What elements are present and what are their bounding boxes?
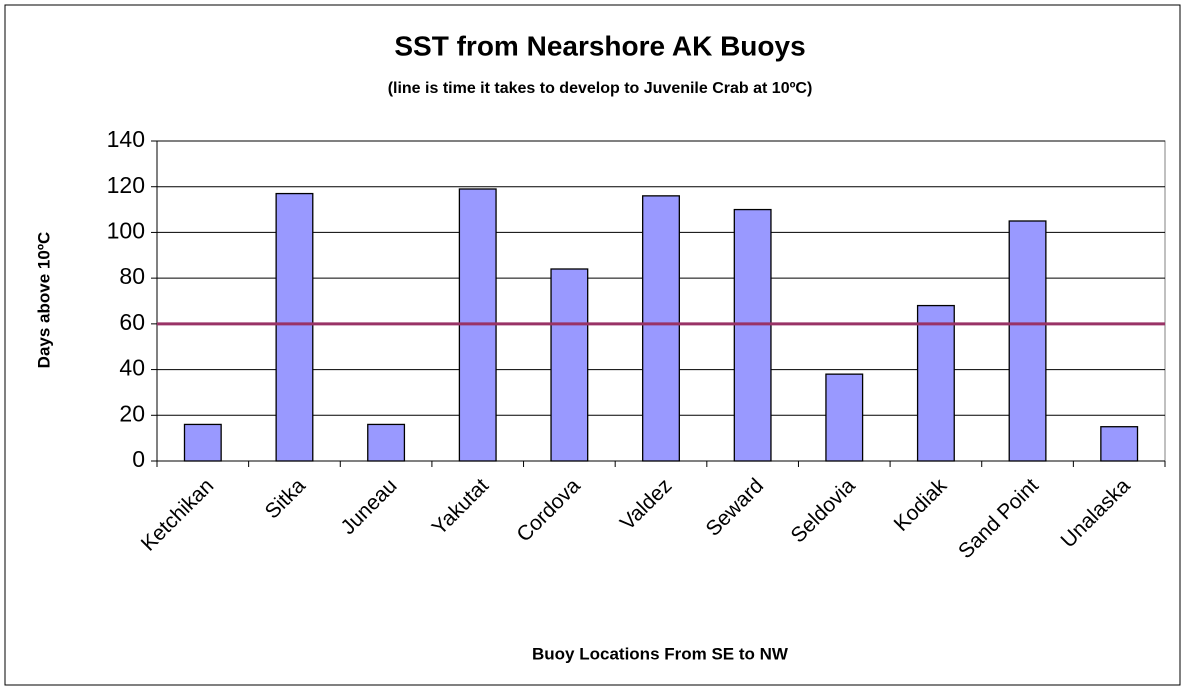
y-tick-label: 60 [119,309,145,335]
y-tick-label: 0 [132,446,145,472]
bar [733,208,772,462]
y-axis-label: Days above 10ºC [34,232,53,369]
y-tick-label: 100 [107,218,145,244]
bar [1100,426,1139,462]
bar [183,423,222,462]
chart-subtitle: (line is time it takes to develop to Juv… [388,80,813,97]
bar [275,192,314,462]
bar [825,373,864,462]
bar [642,195,680,462]
x-axis-label: Buoy Locations From SE to NW [532,644,789,663]
bar [1008,220,1047,462]
y-tick-label: 140 [107,126,145,152]
y-tick-label: 120 [107,172,145,198]
bar [367,423,406,462]
y-tick-label: 80 [119,263,145,289]
y-tick-label: 20 [119,400,145,426]
bar [550,268,589,462]
y-tick-label: 40 [119,355,145,381]
chart-title: SST from Nearshore AK Buoys [394,30,805,61]
bar [916,304,955,462]
